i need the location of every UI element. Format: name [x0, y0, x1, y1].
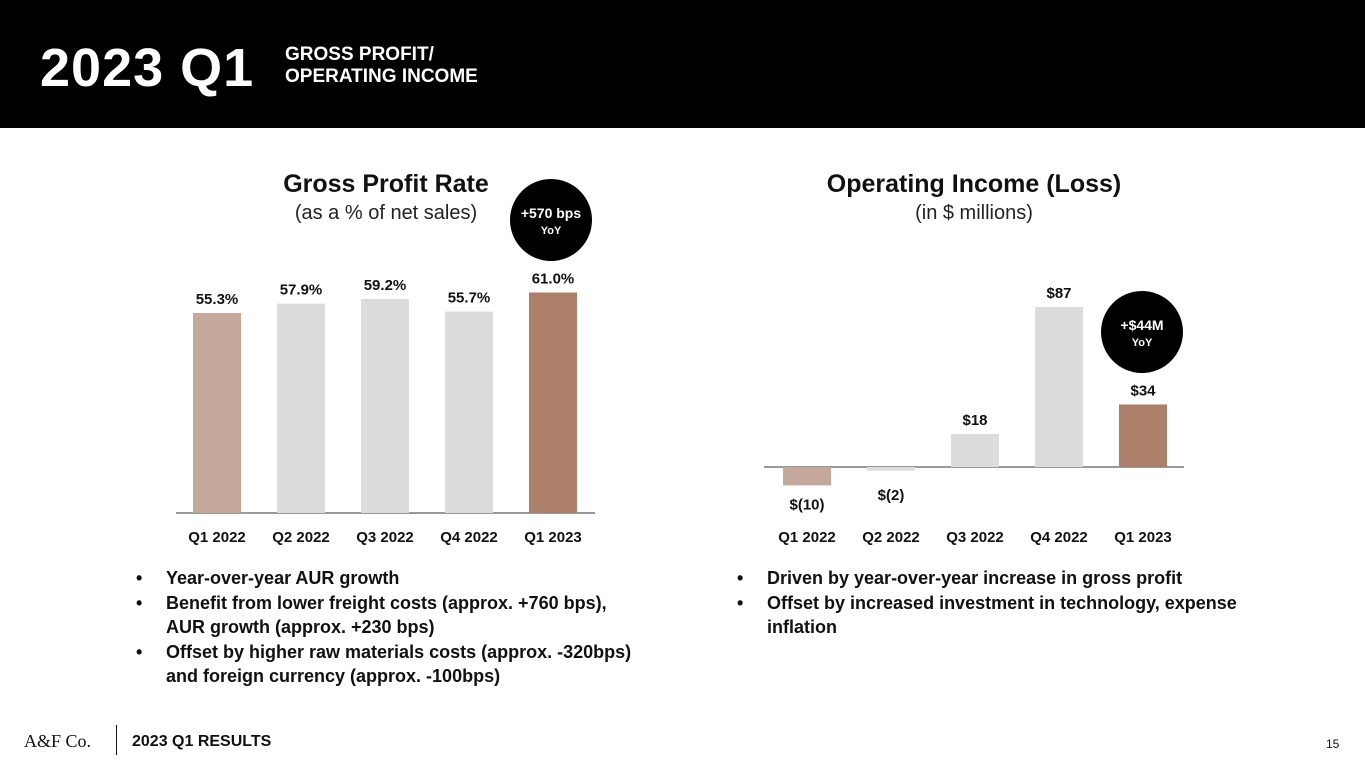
left-yoy-badge: +570 bps YoY	[510, 179, 592, 261]
bullet-item: Offset by increased investment in techno…	[737, 591, 1237, 640]
left-chart-subtitle: (as a % of net sales)	[294, 202, 478, 224]
data-label: 57.9%	[280, 282, 323, 299]
category-label: Q2 2022	[272, 529, 330, 546]
bar-q2-2022	[277, 303, 325, 513]
header-subtitle: GROSS PROFIT/ OPERATING INCOME	[285, 44, 478, 88]
right-chart-subtitle: (in $ millions)	[915, 202, 1033, 224]
bullet-item: Offset by higher raw materials costs (ap…	[136, 640, 636, 689]
right-badge-main: +$44M	[1120, 317, 1164, 333]
right-badge-sub: YoY	[1131, 337, 1153, 349]
bullet-item: Driven by year-over-year increase in gro…	[737, 566, 1237, 591]
footer-divider	[116, 725, 117, 755]
category-label: Q3 2022	[356, 529, 414, 546]
category-label: Q1 2023	[1114, 529, 1172, 546]
category-label: Q3 2022	[946, 529, 1004, 546]
category-label: Q2 2022	[862, 529, 920, 546]
category-label: Q1 2022	[188, 529, 246, 546]
bar-q1-2022	[193, 313, 241, 513]
data-label: 55.3%	[196, 291, 239, 308]
category-label: Q1 2022	[778, 529, 836, 546]
right-chart-title: Operating Income (Loss)	[826, 170, 1122, 198]
data-label: $(2)	[878, 487, 905, 504]
bar-q3-2022	[361, 298, 409, 513]
company-logo: A&F Co.	[24, 731, 92, 751]
category-label: Q4 2022	[440, 529, 498, 546]
page-number: 15	[1326, 737, 1340, 751]
data-label: $18	[962, 412, 987, 429]
bar-q3-2022	[951, 433, 999, 467]
data-label: $(10)	[789, 496, 824, 513]
bar-q1-2023	[529, 292, 577, 513]
header-bar: 2023 Q1 GROSS PROFIT/ OPERATING INCOME	[0, 0, 1365, 128]
data-label: 61.0%	[532, 270, 575, 287]
category-label: Q1 2023	[524, 529, 582, 546]
header-year: 2023 Q1	[40, 38, 255, 98]
bullet-item: Benefit from lower freight costs (approx…	[136, 591, 636, 640]
left-badge-main: +570 bps	[520, 205, 582, 221]
bar-q1-2023	[1119, 404, 1167, 467]
bar-q2-2022	[867, 467, 915, 471]
data-label: $87	[1046, 285, 1071, 302]
bar-q1-2022	[783, 467, 831, 486]
category-label: Q4 2022	[1030, 529, 1088, 546]
left-bullets: Year-over-year AUR growth Benefit from l…	[136, 566, 636, 689]
data-label: 55.7%	[448, 290, 491, 307]
data-label: $34	[1130, 382, 1156, 399]
left-badge-sub: YoY	[540, 225, 562, 237]
data-label: 59.2%	[364, 277, 407, 294]
header-subtitle-line1: GROSS PROFIT/	[285, 44, 434, 65]
bullet-item: Year-over-year AUR growth	[136, 566, 636, 591]
right-bullets: Driven by year-over-year increase in gro…	[737, 566, 1237, 640]
bar-q4-2022	[445, 311, 493, 513]
right-yoy-badge: +$44M YoY	[1101, 291, 1183, 373]
header-subtitle-line2: OPERATING INCOME	[285, 66, 478, 87]
bar-q4-2022	[1035, 307, 1083, 467]
left-chart-title: Gross Profit Rate	[283, 170, 489, 198]
footer-label: 2023 Q1 RESULTS	[132, 733, 272, 750]
